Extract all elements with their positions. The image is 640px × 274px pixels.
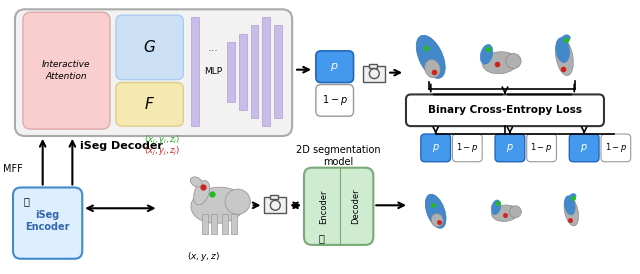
Text: $p$: $p$ [506,142,514,154]
FancyBboxPatch shape [452,134,482,162]
Bar [211,214,217,234]
Text: MLP: MLP [204,67,222,76]
Ellipse shape [509,206,522,218]
Text: $(x,y,z)$: $(x,y,z)$ [187,250,220,263]
Bar [270,195,278,199]
Bar [262,17,270,126]
Ellipse shape [190,177,202,187]
Ellipse shape [225,189,250,214]
Ellipse shape [424,59,440,78]
Ellipse shape [194,181,210,205]
Ellipse shape [570,194,576,199]
Text: $1-p$: $1-p$ [322,93,348,107]
Bar [231,214,237,234]
Text: 2D segmentation
model: 2D segmentation model [296,145,381,167]
FancyBboxPatch shape [406,95,604,126]
Bar [239,33,246,110]
Bar [364,66,385,82]
FancyBboxPatch shape [116,82,183,126]
Text: $F$: $F$ [144,96,155,112]
Bar [202,214,208,234]
Ellipse shape [416,35,445,78]
Bar [227,42,235,102]
FancyBboxPatch shape [304,168,373,245]
FancyBboxPatch shape [15,9,292,136]
Text: $(x_j, y_j, z_j)$: $(x_j, y_j, z_j)$ [143,145,180,158]
Text: Decoder: Decoder [351,189,360,224]
Ellipse shape [564,196,575,215]
Ellipse shape [480,44,493,64]
Text: $p$: $p$ [330,61,339,73]
Text: ...: ... [207,43,218,53]
Ellipse shape [506,53,521,69]
Text: $p$: $p$ [432,142,440,154]
Text: $1-p$: $1-p$ [605,141,627,154]
Bar [275,25,282,118]
Ellipse shape [492,205,518,221]
Circle shape [270,200,280,210]
Bar [369,64,377,68]
Bar [222,214,228,234]
Text: 🔒: 🔒 [319,233,324,243]
Text: ⌀: ⌀ [367,63,379,82]
FancyBboxPatch shape [316,85,353,116]
Bar [264,197,286,213]
Ellipse shape [564,197,579,226]
Text: 🔒: 🔒 [24,196,30,206]
Ellipse shape [483,52,518,74]
Text: $1-p$: $1-p$ [531,141,553,154]
Text: $p$: $p$ [580,142,588,154]
Text: $1-p$: $1-p$ [456,141,479,154]
FancyBboxPatch shape [13,187,83,259]
Ellipse shape [492,200,500,215]
FancyBboxPatch shape [570,134,599,162]
Ellipse shape [556,38,573,76]
Text: Interactive
Attention: Interactive Attention [42,60,91,81]
Text: $(x_i, y_i, z_i)$: $(x_i, y_i, z_i)$ [143,133,180,147]
Text: iSeg
Encoder: iSeg Encoder [26,210,70,232]
FancyBboxPatch shape [116,15,183,79]
FancyBboxPatch shape [316,51,353,82]
Ellipse shape [191,187,245,223]
Ellipse shape [556,38,570,63]
Bar [191,17,199,126]
Bar [251,25,259,118]
Ellipse shape [431,213,443,227]
FancyBboxPatch shape [421,134,451,162]
FancyBboxPatch shape [601,134,630,162]
FancyBboxPatch shape [23,12,110,129]
FancyBboxPatch shape [527,134,556,162]
FancyBboxPatch shape [495,134,525,162]
Text: MFF: MFF [3,164,23,174]
Text: iSeg Decoder: iSeg Decoder [81,141,163,151]
Text: Binary Cross-Entropy Loss: Binary Cross-Entropy Loss [428,105,582,115]
Ellipse shape [426,194,446,228]
Circle shape [369,69,380,79]
Text: Encoder: Encoder [319,189,328,224]
Ellipse shape [562,35,570,42]
Text: $G$: $G$ [143,39,156,55]
